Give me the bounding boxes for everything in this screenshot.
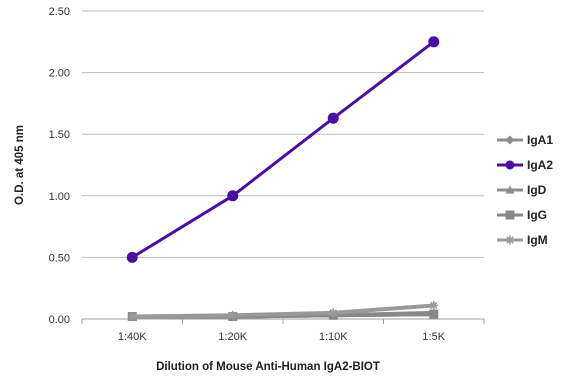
x-tick-label: 1:40K	[118, 331, 147, 343]
series-line-iga2	[131, 40, 435, 259]
legend: IgA1 IgA2 IgD IgG IgM	[497, 133, 553, 247]
series-iga2	[126, 36, 440, 263]
x-tick-label: 1:10K	[319, 331, 348, 343]
y-tick-label: 1.00	[49, 191, 70, 203]
x-tick-labels: 1:40K 1:20K 1:10K 1:5K	[118, 331, 446, 343]
axes	[81, 318, 485, 324]
y-tick-label: 1.50	[49, 129, 70, 141]
legend-label: IgA1	[527, 133, 553, 147]
legend-item-igm: IgM	[497, 233, 548, 247]
data-point-iga2	[126, 251, 138, 263]
legend-label: IgM	[527, 233, 548, 247]
series-line-igm	[132, 303, 434, 319]
y-tick-label: 2.50	[49, 6, 70, 18]
series-lines	[126, 36, 440, 322]
legend-item-iga2: IgA2	[497, 158, 553, 172]
data-point-igm	[228, 310, 238, 320]
legend-label: IgA2	[527, 158, 553, 172]
legend-item-igd: IgD	[497, 183, 547, 197]
y-axis-title: O.D. at 405 nm	[14, 125, 26, 205]
data-point-igg	[429, 309, 439, 319]
data-point-iga2	[327, 112, 339, 124]
y-tick-label: 0.00	[49, 314, 70, 326]
data-point-igm	[127, 312, 137, 322]
legend-marker	[505, 210, 515, 220]
legend-marker	[505, 135, 515, 145]
data-point-igm	[328, 308, 338, 318]
legend-item-igg: IgG	[497, 208, 547, 222]
legend-label: IgD	[527, 183, 547, 197]
x-axis-title: Dilution of Mouse Anti-Human IgA2-BIOT	[156, 361, 380, 373]
y-tick-labels: 0.00 0.50 1.00 1.50 2.00 2.50	[49, 6, 70, 326]
legend-item-iga1: IgA1	[497, 133, 553, 147]
x-tick-label: 1:5K	[422, 331, 445, 343]
data-point-igm	[429, 300, 439, 310]
legend-marker	[505, 185, 515, 194]
legend-marker	[505, 235, 515, 245]
data-point-iga2	[227, 190, 239, 202]
data-point-iga2	[428, 36, 440, 48]
gridlines	[82, 10, 484, 320]
series-igm	[127, 300, 439, 322]
legend-label: IgG	[527, 208, 547, 222]
y-tick-label: 2.00	[49, 68, 70, 80]
x-tick-label: 1:20K	[218, 331, 247, 343]
legend-marker	[505, 160, 515, 170]
y-tick-label: 0.50	[49, 252, 70, 264]
